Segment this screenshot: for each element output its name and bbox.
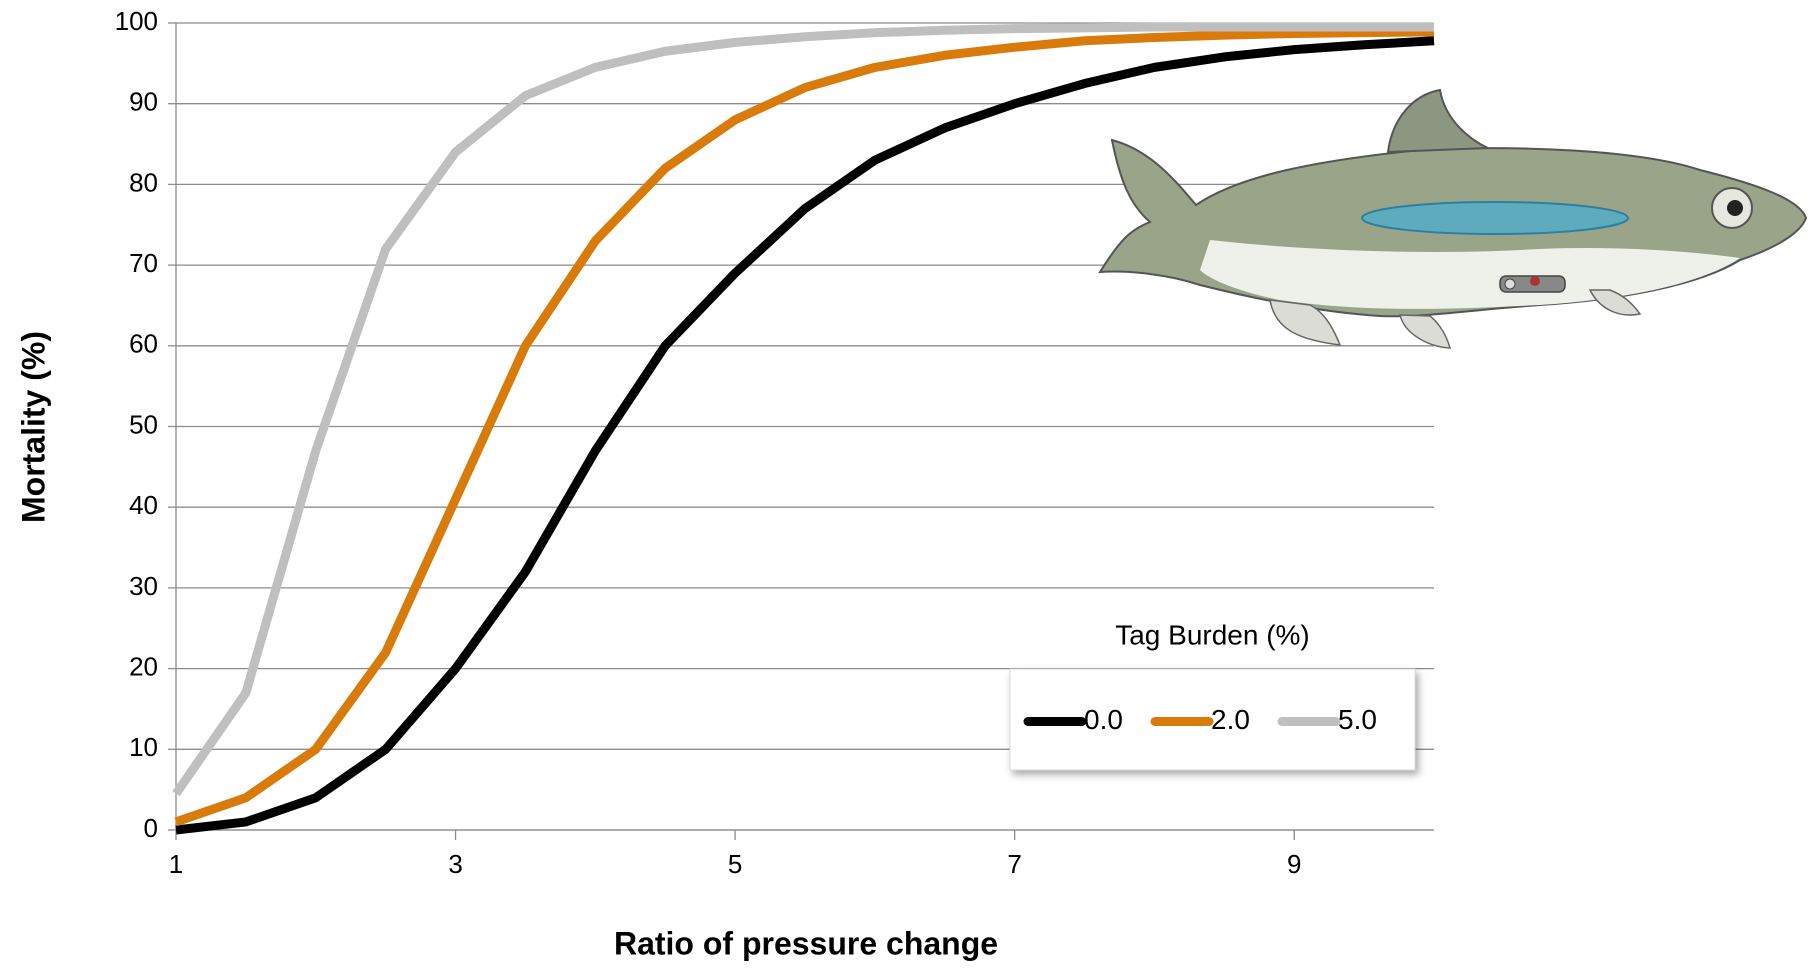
x-tick-label: 1 [169,849,183,879]
y-tick-label: 0 [144,813,158,843]
y-tick-label: 80 [129,167,158,197]
y-tick-label: 40 [129,490,158,520]
legend-label: 0.0 [1084,704,1123,735]
y-tick-label: 50 [129,409,158,439]
fish-illustration [1098,88,1808,349]
y-tick-label: 90 [129,87,158,117]
x-axis-title: Ratio of pressure change [614,925,998,961]
legend-label: 5.0 [1338,704,1377,735]
x-tick-label: 3 [448,849,462,879]
series-line [175,36,1435,835]
x-tick-label: 9 [1287,849,1301,879]
grid [168,22,1435,840]
x-tick-label: 7 [1007,849,1021,879]
y-axis-title: Mortality (%) [15,331,51,523]
x-tick-label: 5 [728,849,742,879]
y-tick-label: 60 [129,329,158,359]
series-line [172,22,1434,797]
y-tick-label: 100 [115,6,158,36]
legend-label: 2.0 [1211,704,1250,735]
legend-title: Tag Burden (%) [1115,619,1310,650]
y-tick-label: 30 [129,571,158,601]
series-line [174,27,1435,827]
y-tick-label: 10 [129,732,158,762]
y-tick-label: 20 [129,651,158,681]
y-tick-label: 70 [129,248,158,278]
